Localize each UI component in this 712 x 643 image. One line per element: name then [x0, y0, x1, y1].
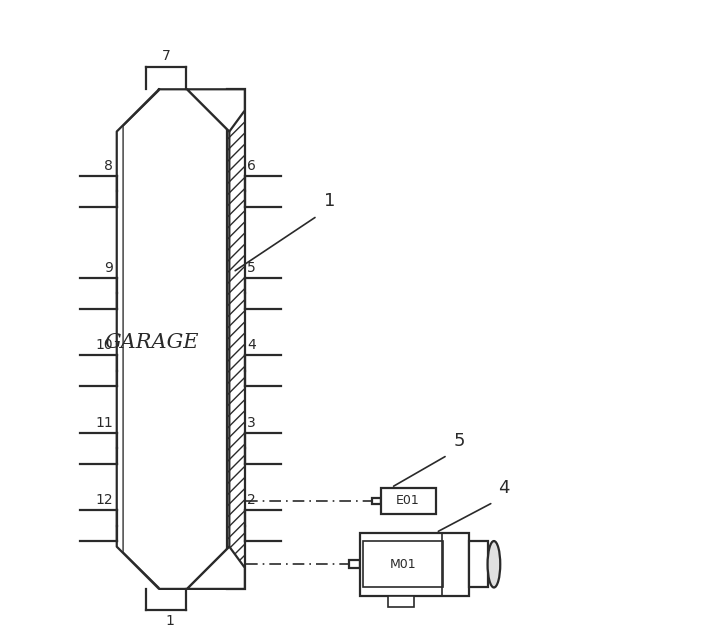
Polygon shape	[187, 89, 245, 132]
Polygon shape	[227, 89, 245, 589]
Text: 3: 3	[247, 416, 256, 430]
Bar	[372, 498, 381, 503]
Ellipse shape	[488, 541, 501, 588]
Text: M01: M01	[389, 557, 416, 571]
Bar	[468, 541, 488, 588]
Text: 12: 12	[95, 493, 113, 507]
Bar	[387, 596, 414, 607]
Bar	[381, 487, 436, 514]
Text: E01: E01	[396, 494, 420, 507]
Text: 2: 2	[247, 493, 256, 507]
Text: 11: 11	[95, 416, 113, 430]
Text: 5: 5	[247, 261, 256, 275]
Text: GARAGE: GARAGE	[105, 333, 199, 352]
Bar	[363, 541, 443, 588]
Text: 10: 10	[95, 338, 113, 352]
Text: 4: 4	[498, 480, 510, 498]
Text: 6: 6	[247, 159, 256, 173]
Text: 9: 9	[105, 261, 113, 275]
Bar	[349, 560, 360, 568]
Polygon shape	[187, 547, 245, 589]
Polygon shape	[117, 89, 229, 589]
Bar	[360, 532, 468, 596]
Text: 1: 1	[165, 614, 174, 628]
Text: 7: 7	[162, 49, 170, 62]
Text: 1: 1	[325, 192, 336, 210]
Text: 4: 4	[247, 338, 256, 352]
Text: 5: 5	[453, 432, 465, 450]
Text: 8: 8	[105, 159, 113, 173]
